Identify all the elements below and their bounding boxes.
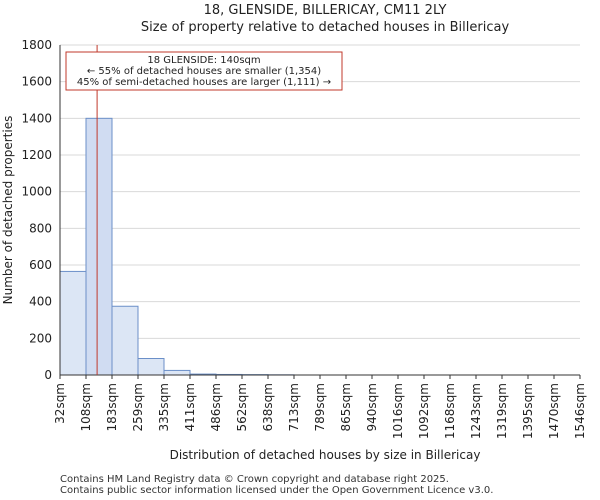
bar-108sqm [85, 117, 113, 376]
x-tick-label: 1243sqm [469, 383, 483, 439]
x-tick-label: 789sqm [313, 383, 327, 431]
y-tick-label: 1200 [21, 148, 52, 162]
annotation-line-1: 18 GLENSIDE: 140sqm [147, 55, 260, 66]
x-tick-label: 1395sqm [521, 383, 535, 439]
x-tick-label: 638sqm [261, 383, 275, 431]
x-tick-label: 1319sqm [495, 383, 509, 439]
y-tick-label: 400 [29, 295, 52, 309]
y-tick-label: 600 [29, 258, 52, 272]
x-tick-label: 940sqm [365, 383, 379, 431]
footer-copyright: Contains HM Land Registry data © Crown c… [60, 474, 449, 485]
y-tick-label: 800 [29, 221, 52, 235]
x-tick-label: 1470sqm [547, 383, 561, 439]
x-axis-label: Distribution of detached houses by size … [170, 448, 481, 462]
x-tick-label: 486sqm [209, 383, 223, 431]
x-tick-label: 183sqm [105, 383, 119, 431]
y-tick-label: 1400 [21, 111, 52, 125]
x-tick-label: 1092sqm [417, 383, 431, 439]
annotation-rect [65, 51, 343, 91]
annotation-box: 18 GLENSIDE: 140sqm ← 55% of detached ho… [65, 51, 343, 91]
x-tick-label: 335sqm [157, 383, 171, 431]
x-tick-label: 865sqm [339, 383, 353, 431]
annotation-line-2: ← 55% of detached houses are smaller (1,… [87, 66, 321, 77]
x-tick-label: 411sqm [183, 383, 197, 431]
bar-335sqm [163, 369, 191, 376]
y-axis-label: Number of detached properties [1, 116, 15, 305]
y-tick-label: 1600 [21, 75, 52, 89]
x-tick-label: 713sqm [287, 383, 301, 431]
x-tick-label: 32sqm [53, 383, 67, 424]
chart-title: 18, GLENSIDE, BILLERICAY, CM11 2LY [204, 3, 447, 18]
chart-subtitle: Size of property relative to detached ho… [141, 20, 510, 35]
y-tick-label: 1800 [21, 38, 52, 52]
bar-183sqm [111, 305, 139, 376]
footer-licence: Contains public sector information licen… [60, 485, 494, 496]
bar-32sqm [59, 270, 87, 376]
y-tick-label: 1000 [21, 185, 52, 199]
x-tick-label: 1016sqm [391, 383, 405, 439]
x-ticks: 32sqm 108sqm 183sqm 259sqm 335sqm 411sqm 486sq… [53, 375, 587, 439]
x-tick-label: 562sqm [235, 383, 249, 431]
y-ticks: 0 200 400 600 800 1000 1200 1400 1600 1800 [21, 38, 52, 382]
x-tick-label: 1168sqm [443, 383, 457, 439]
y-tick-label: 0 [44, 368, 52, 382]
x-tick-label: 259sqm [131, 383, 145, 431]
bar-259sqm [137, 358, 165, 376]
y-tick-label: 200 [29, 331, 52, 345]
bars [59, 117, 295, 376]
x-tick-label: 108sqm [79, 383, 93, 431]
annotation-line-3: 45% of semi-detached houses are larger (… [77, 77, 331, 88]
x-tick-label: 1546sqm [573, 383, 587, 439]
